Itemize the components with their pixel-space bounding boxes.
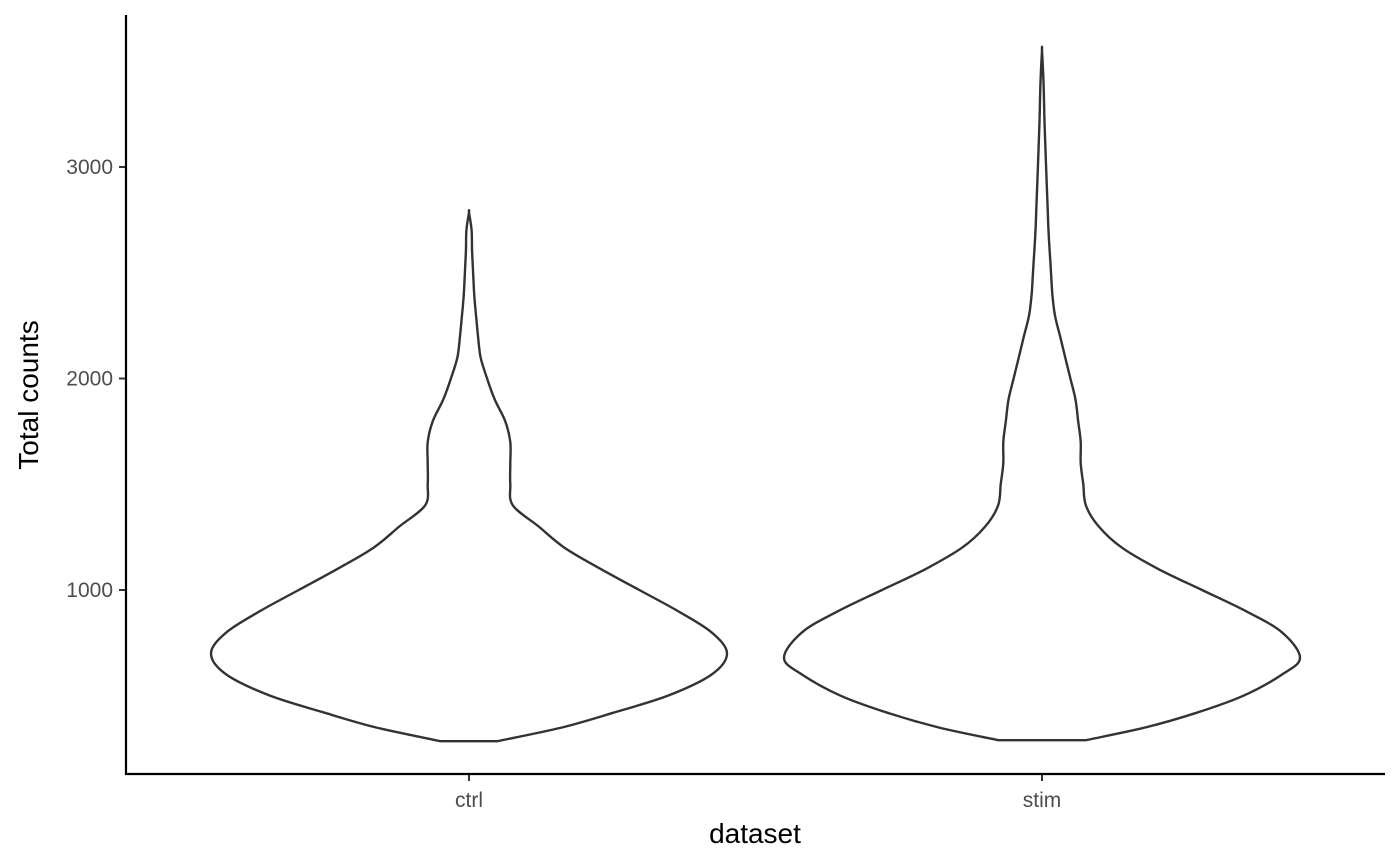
y-tick-label: 3000 [66,156,113,179]
y-axis-ticks: 1000 2000 3000 [66,156,126,602]
y-tick-label: 2000 [66,368,113,391]
violin-ctrl [209,209,729,743]
violin-stim [782,45,1302,742]
violin-layer [209,45,1302,743]
x-tick-label: ctrl [455,789,483,812]
y-axis-title: Total counts [13,320,44,469]
x-axis-ticks: ctrl stim [455,774,1061,812]
x-axis-title: dataset [709,818,801,849]
x-tick-label: stim [1023,789,1062,812]
y-tick-label: 1000 [66,579,113,602]
